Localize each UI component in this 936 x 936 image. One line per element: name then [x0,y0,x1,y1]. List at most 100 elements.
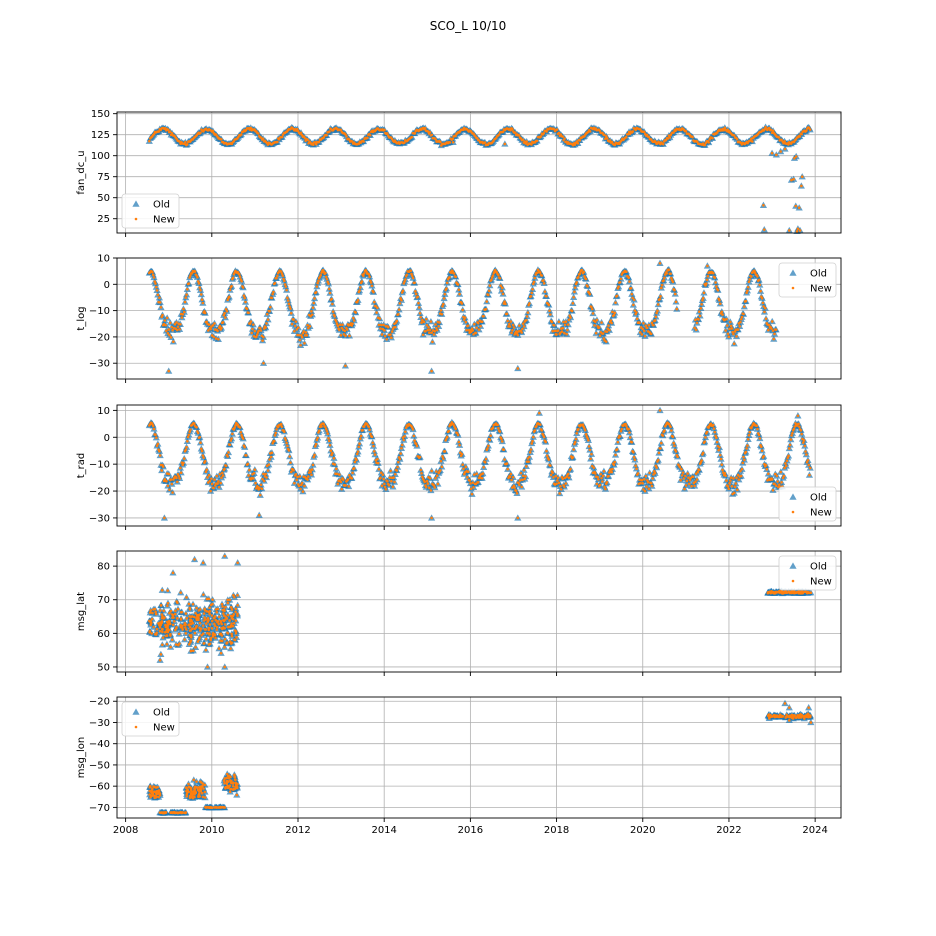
point-new [270,296,274,300]
legend-label-new: New [810,508,832,519]
point-new [651,477,655,480]
point-new [627,427,631,431]
point-new [532,280,536,284]
point-new [433,486,437,489]
point-new [695,478,699,481]
point-new [574,437,578,441]
point-new [466,324,470,327]
point-new [721,313,724,316]
point-new [799,429,803,432]
point-new [199,293,203,296]
point-new [516,516,520,520]
point-new [765,468,769,471]
point-new [358,442,361,445]
point-new [572,448,575,451]
point-new [535,139,539,143]
point-new [316,281,319,285]
point-new [605,330,609,333]
point-new [399,452,402,455]
point-new [304,331,308,334]
point-new [545,449,548,453]
point-new [764,125,767,129]
point-new [653,319,657,322]
point-new [759,289,762,293]
point-new [205,468,209,471]
point-new [400,298,403,302]
point-new [352,319,356,322]
point-new [718,446,721,449]
point-new [317,279,320,283]
point-new [488,438,492,442]
y-tick-label: 25 [97,214,110,225]
point-new [513,486,516,489]
point-new [170,482,174,486]
point-new [510,331,513,335]
point-new [193,422,196,425]
point-new [338,473,341,476]
point-new [466,475,469,479]
point-new [171,328,174,332]
point-new [332,456,336,460]
point-new [217,337,220,341]
point-new [525,318,528,322]
point-new [474,331,478,335]
point-new [259,136,263,139]
legend-marker-old [789,269,797,276]
point-new [330,297,333,301]
point-new [584,277,588,281]
point-new [296,475,299,479]
point-new [311,306,315,309]
point-new [413,132,417,135]
y-axis-label: t_rad [76,453,87,479]
point-new [620,427,624,431]
point-new [713,430,717,434]
point-new [458,443,461,447]
point-new [238,273,241,276]
point-new [231,432,234,436]
point-new [419,468,423,472]
point-new [658,297,662,301]
point-new [436,482,440,486]
point-new [733,485,737,489]
point-new [732,332,735,336]
point-new [573,286,577,289]
point-new [679,478,682,482]
point-new [281,274,285,278]
point-new [154,433,157,437]
point-new [206,476,209,479]
point-new [628,436,632,439]
point-new [697,318,700,321]
point-new [582,270,586,274]
point-new [691,135,694,139]
point-new [694,328,698,332]
point-new [366,136,369,139]
point-new [476,321,480,325]
point-new [355,452,359,456]
point-new [482,314,485,318]
point-new [732,342,736,346]
point-new [745,447,748,450]
point-new [286,299,290,302]
point-new [808,473,811,477]
point-new [481,472,485,475]
y-axis-label: fan_dc_u [76,150,87,194]
point-new [673,292,677,296]
point-new [182,310,186,314]
point-new [429,320,433,323]
point-new [780,481,783,484]
point-new [258,326,262,330]
point-new [808,128,812,131]
point-new [433,330,437,333]
point-new [755,424,759,428]
point-new [639,481,642,485]
point-new [742,312,745,316]
point-new [576,427,580,431]
point-new [532,282,535,286]
point-new [711,423,715,427]
point-new [540,274,544,277]
point-new [389,333,392,336]
point-new [151,424,155,428]
point-new [787,143,790,146]
point-new [289,461,292,464]
